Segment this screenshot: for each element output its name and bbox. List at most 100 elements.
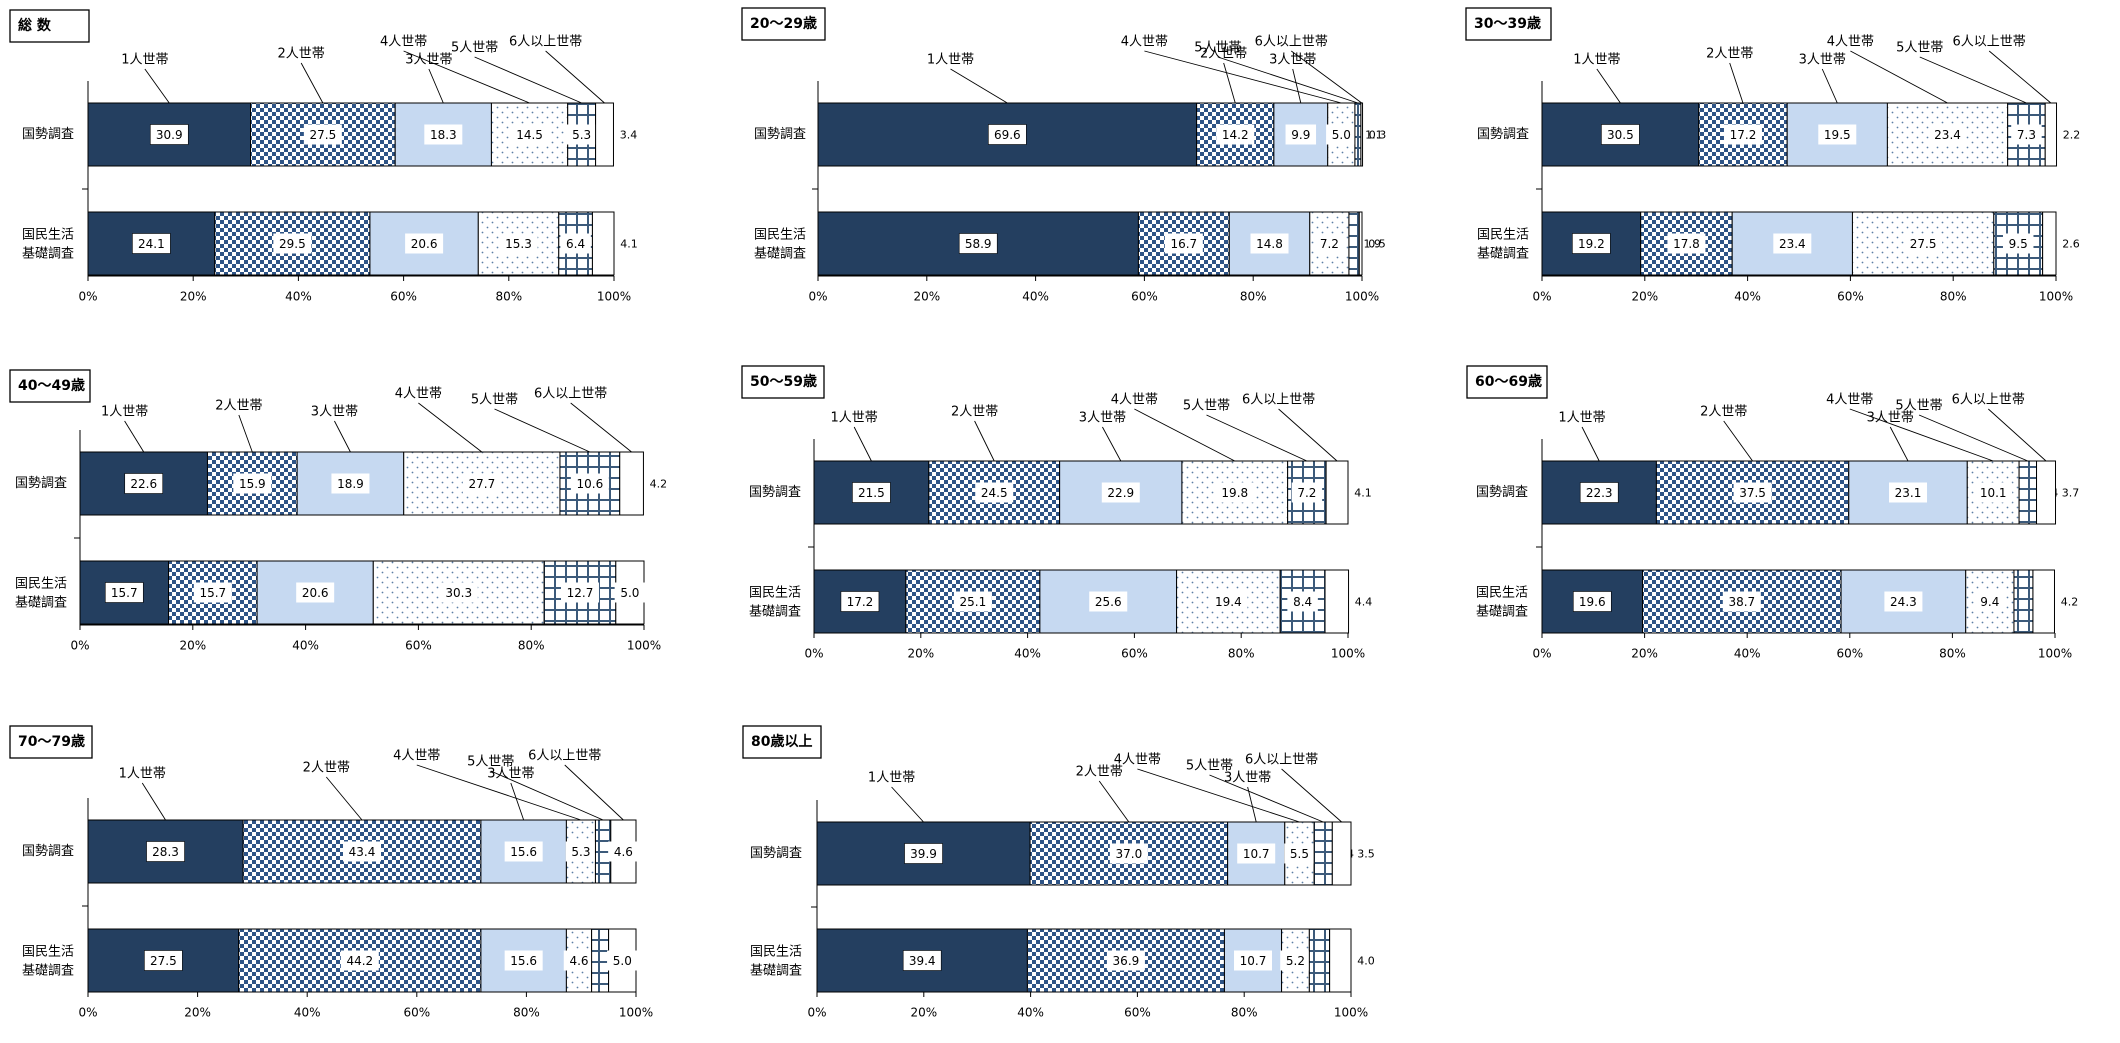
- data-label-box: [904, 843, 943, 864]
- bar-segment-6p-census: [1331, 821, 1352, 886]
- chart-title-box: [741, 365, 825, 399]
- x-tick-label: 20%: [907, 647, 934, 661]
- x-tick-label: 100%: [2039, 290, 2073, 304]
- data-label: 37.5: [1739, 486, 1766, 500]
- callout-label-4p: 4人世帯: [1114, 753, 1161, 768]
- data-label: 39.9: [910, 847, 937, 861]
- chart-title: 40～49歳: [18, 377, 85, 394]
- data-label: 30.3: [445, 586, 472, 600]
- data-label-box: [1216, 124, 1255, 145]
- callout-leader-line: [853, 426, 872, 462]
- data-label: 17.2: [1730, 128, 1757, 142]
- callout-leader-line: [1849, 408, 1994, 462]
- data-label: 5.2: [1286, 954, 1305, 968]
- data-label-box: [146, 841, 185, 862]
- x-tick-label: 40%: [1022, 290, 1049, 304]
- data-label-box: [1109, 843, 1148, 864]
- callout-leader-line: [416, 764, 582, 821]
- x-tick-label: 100%: [597, 290, 631, 304]
- category-label-census: 国勢調査: [22, 844, 74, 859]
- category-label-line: 国民生活: [1476, 585, 1528, 600]
- x-tick-label: 40%: [292, 639, 319, 653]
- x-tick-label: 0%: [807, 1006, 826, 1020]
- callout-leader-line: [1918, 414, 2028, 462]
- data-label-box: [273, 233, 312, 254]
- callout-leader-line: [545, 50, 605, 104]
- data-label: 69.6: [994, 128, 1021, 142]
- callout-label-5p: 5人世帯: [1895, 399, 1942, 414]
- callout-leader-line: [300, 62, 324, 104]
- x-tick-label: 60%: [405, 639, 432, 653]
- data-label: 15.6: [510, 954, 537, 968]
- bar-segment-6p-survey: [1324, 569, 1350, 634]
- data-label: 12.7: [567, 586, 594, 600]
- callout-label-3p: 3人世帯: [1867, 411, 1914, 426]
- category-label-census: 国勢調査: [1477, 127, 1529, 142]
- data-label-outside: 4.1: [620, 238, 638, 251]
- data-label: 20.6: [411, 237, 438, 251]
- bar-segment-6p-survey: [591, 211, 615, 276]
- bar-segment-5p-survey: [1348, 211, 1360, 276]
- bar-segment-3p-census: [1059, 460, 1183, 525]
- data-label: 23.4: [1934, 128, 1961, 142]
- callout-label-4p: 4人世帯: [395, 387, 442, 402]
- callout-label-5p: 5人世帯: [1183, 399, 1230, 414]
- callout-leader-line: [1223, 62, 1236, 104]
- data-label: 14.5: [516, 128, 543, 142]
- data-label-box: [132, 233, 171, 254]
- callout-leader-line: [1988, 50, 2052, 104]
- x-tick-label: 20%: [1631, 647, 1658, 661]
- data-label-box: [1089, 591, 1128, 612]
- callout-label-4p: 4人世帯: [393, 749, 440, 764]
- category-label-line: 基礎調査: [749, 604, 801, 619]
- data-label-box: [958, 233, 998, 254]
- callout-leader-line: [494, 408, 591, 453]
- callout-label-6p: 6人以上世帯: [509, 35, 582, 50]
- bar-segment-6p-survey: [1358, 211, 1363, 276]
- callout-leader-line: [403, 50, 530, 104]
- data-label: 30.5: [1607, 128, 1634, 142]
- category-label-line: 国民生活: [22, 227, 74, 242]
- callout-leader-line: [1729, 62, 1744, 104]
- callout-leader-line: [570, 402, 632, 453]
- data-label-box: [560, 582, 599, 603]
- callout-label-6p: 6人以上世帯: [1953, 35, 2026, 50]
- x-tick-label: 0%: [78, 290, 97, 304]
- bar-segment-6p-census: [595, 102, 614, 167]
- x-tick-label: 60%: [1836, 647, 1863, 661]
- x-tick-label: 100%: [1331, 647, 1365, 661]
- data-label-box: [1287, 591, 1318, 612]
- data-label: 27.7: [468, 477, 495, 491]
- data-label: 19.4: [1215, 595, 1242, 609]
- category-label-survey: 国民生活基礎調査: [749, 585, 801, 619]
- callout-label-4p: 4人世帯: [1121, 35, 1168, 50]
- callout-label-3p: 3人世帯: [1224, 771, 1271, 786]
- data-label: 7.3: [2017, 128, 2036, 142]
- callout-leader-line: [1217, 56, 1359, 104]
- callout-label-1p: 1人世帯: [868, 771, 915, 786]
- callout-label-2p: 2人世帯: [215, 399, 262, 414]
- data-label-outside: 4.0: [1357, 955, 1375, 968]
- category-label-line: 基礎調査: [15, 595, 67, 610]
- callout-leader-line: [891, 786, 924, 823]
- data-label-box: [840, 591, 880, 612]
- x-tick-label: 40%: [1734, 290, 1761, 304]
- category-label-line: 基礎調査: [750, 963, 802, 978]
- data-label-box: [104, 582, 144, 603]
- data-label-box: [499, 233, 538, 254]
- callout-label-3p: 3人世帯: [1079, 411, 1126, 426]
- category-label-line: 基礎調査: [754, 246, 806, 261]
- callout-leader-line: [1134, 408, 1235, 462]
- category-label-line: 国民生活: [22, 944, 74, 959]
- data-label-box: [975, 482, 1014, 503]
- chart-title: 60～69歳: [1475, 373, 1542, 390]
- callout-leader-line: [141, 782, 166, 821]
- category-label-survey: 国民生活基礎調査: [22, 227, 74, 261]
- bar-segment-5p-census: [1354, 102, 1362, 167]
- data-label: 27.5: [1910, 237, 1937, 251]
- bar-segment-5p-census: [1313, 821, 1333, 886]
- bar-segment-2p-survey: [168, 560, 258, 625]
- bar-segment-6p-survey: [1329, 928, 1352, 993]
